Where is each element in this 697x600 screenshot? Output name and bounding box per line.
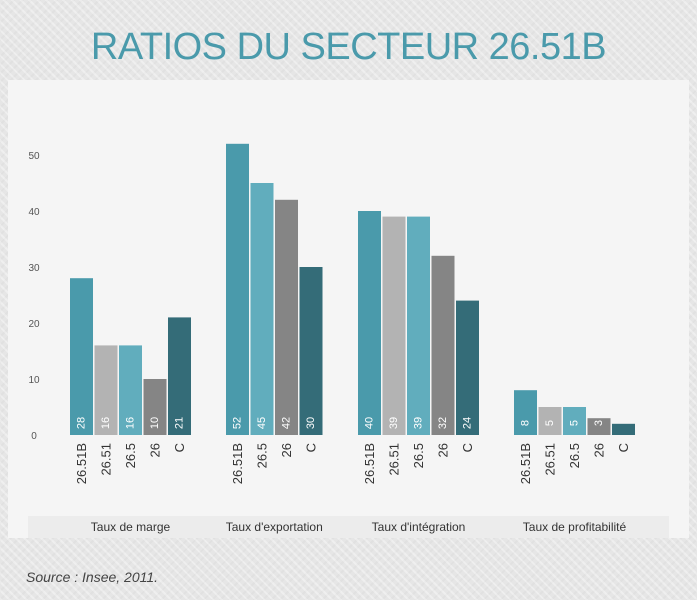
x-category-label: C bbox=[616, 443, 631, 452]
x-category-label: 26 bbox=[592, 443, 607, 457]
bar-value-label: 10 bbox=[149, 417, 161, 429]
x-category-label: 26.51B bbox=[230, 443, 245, 484]
group-label: Taux de profitabilité bbox=[523, 520, 627, 534]
bar-value-label: 45 bbox=[256, 417, 268, 429]
bar-value-label: 40 bbox=[364, 417, 376, 429]
y-tick-label: 0 bbox=[31, 431, 37, 442]
bar-value-label: 28 bbox=[76, 417, 88, 429]
bar-value-label: 16 bbox=[100, 417, 112, 429]
bar-chart: 0 10 20 30 40 50 28 16 16 10 21 52 45 42 30 40 39 39 32 24… bbox=[28, 143, 669, 538]
group-label: Taux d'intégration bbox=[372, 520, 466, 534]
x-category-label: C bbox=[172, 443, 187, 452]
x-category-label: 26.51 bbox=[543, 443, 558, 476]
group-label-band bbox=[28, 516, 669, 538]
bar-value-label: 32 bbox=[437, 417, 449, 429]
x-category-label: 26 bbox=[279, 443, 294, 457]
bar-value-label: 8 bbox=[520, 420, 532, 426]
bar-26-51 bbox=[538, 407, 562, 435]
bar-26-5 bbox=[407, 216, 430, 435]
bar-26-5 bbox=[119, 345, 142, 435]
x-category-label: 26.5 bbox=[567, 443, 582, 468]
y-tick-label: 40 bbox=[28, 207, 40, 218]
bar-C bbox=[456, 300, 479, 435]
bar-26-51B bbox=[358, 211, 381, 435]
bar-26 bbox=[143, 379, 167, 435]
bar-series: 28 16 16 10 21 52 45 42 30 40 39 39 32 24 8 5 5 3 bbox=[70, 143, 635, 436]
bar-value-label: 16 bbox=[125, 417, 137, 429]
y-tick-label: 10 bbox=[28, 375, 40, 386]
x-category-label: 26.51B bbox=[518, 443, 533, 484]
bar-value-label: 30 bbox=[305, 417, 317, 429]
bar-26 bbox=[431, 255, 455, 435]
x-category-label: C bbox=[460, 443, 475, 452]
bar-26 bbox=[587, 418, 611, 435]
x-axis-labels: 26.51B 26.51 26.5 26 C 26.51B 26.5 26 C 26.51B 26.… bbox=[74, 443, 631, 484]
bar-26 bbox=[275, 199, 298, 435]
bar-26-5 bbox=[250, 183, 274, 435]
bar-value-label: 39 bbox=[413, 417, 425, 429]
bar-value-label: 5 bbox=[569, 420, 581, 426]
x-category-label: 26 bbox=[148, 443, 163, 457]
x-category-label: 26.5 bbox=[411, 443, 426, 468]
bar-value-label: 24 bbox=[462, 417, 474, 429]
group-label: Taux d'exportation bbox=[226, 520, 323, 534]
bar-value-label: 42 bbox=[281, 417, 293, 429]
group-label: Taux de marge bbox=[91, 520, 171, 534]
x-category-label: 26.5 bbox=[123, 443, 138, 468]
chart-title: RATIOS DU SECTEUR 26.51B bbox=[90, 26, 607, 68]
bar-value-label: 52 bbox=[232, 417, 244, 429]
x-category-label: 26.51B bbox=[74, 443, 89, 484]
bar-26-51 bbox=[382, 216, 406, 435]
bar-value-label: 39 bbox=[388, 417, 400, 429]
y-tick-label: 20 bbox=[28, 319, 40, 330]
bar-value-label: 21 bbox=[174, 417, 186, 429]
x-category-label: 26.51 bbox=[387, 443, 402, 476]
x-category-label: 26.5 bbox=[255, 443, 270, 468]
bar-value-label: 3 bbox=[593, 420, 605, 426]
x-category-label: 26.51B bbox=[362, 443, 377, 484]
source-note: Source : Insee, 2011. bbox=[26, 569, 159, 585]
chart-panel: 0 10 20 30 40 50 28 16 16 10 21 52 45 42 30 40 39 39 32 24… bbox=[8, 80, 689, 538]
group-labels: Taux de marge Taux d'exportation Taux d'in… bbox=[91, 520, 627, 534]
bar-C bbox=[612, 423, 635, 435]
bar-26-5 bbox=[563, 407, 586, 435]
bar-26-51B bbox=[514, 390, 537, 435]
x-category-label: 26 bbox=[436, 443, 451, 457]
bar-26-51B bbox=[226, 143, 249, 436]
x-category-label: C bbox=[304, 443, 319, 452]
y-axis: 0 10 20 30 40 50 bbox=[28, 151, 40, 442]
bar-value-label: 5 bbox=[544, 420, 556, 426]
bar-26-51B bbox=[70, 278, 93, 435]
y-tick-label: 50 bbox=[28, 151, 40, 162]
y-tick-label: 30 bbox=[28, 263, 40, 274]
x-category-label: 26.51 bbox=[99, 443, 114, 476]
bar-C bbox=[299, 267, 323, 435]
bar-26-51 bbox=[94, 345, 118, 435]
bar-C bbox=[168, 317, 191, 435]
